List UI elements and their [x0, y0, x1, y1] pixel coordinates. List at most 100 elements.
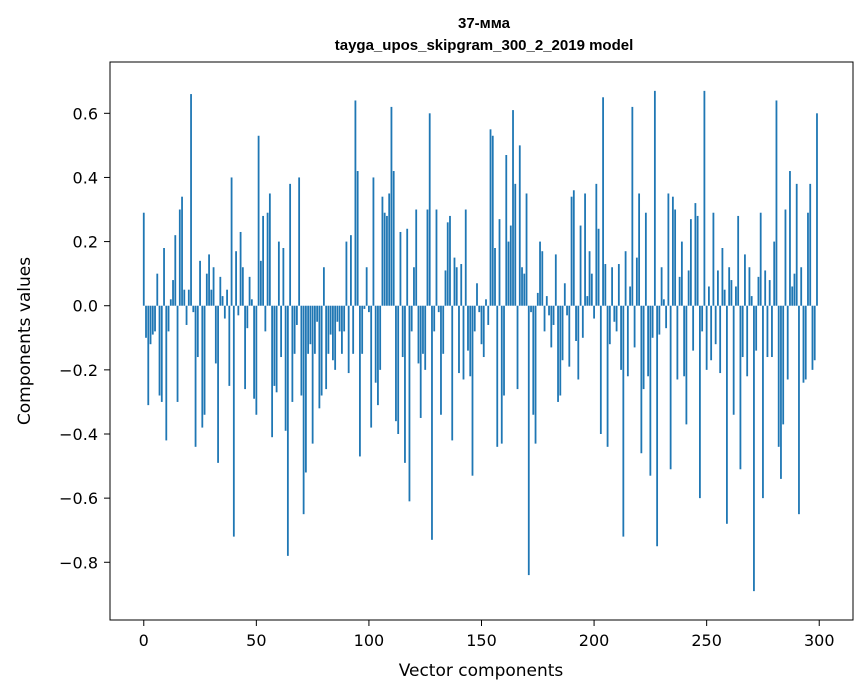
bar: [485, 299, 487, 306]
bar: [410, 305, 413, 332]
bar: [235, 251, 237, 306]
bar: [219, 276, 222, 306]
bar: [699, 305, 701, 499]
x-tick-label: 150: [466, 631, 497, 650]
bar: [435, 209, 438, 306]
bar: [363, 305, 366, 309]
bar: [507, 241, 510, 306]
bar: [789, 171, 791, 306]
bar: [653, 90, 656, 306]
bar: [262, 215, 264, 306]
bar: [217, 305, 219, 463]
bar: [374, 305, 377, 383]
bar: [313, 305, 316, 354]
bar: [647, 305, 650, 377]
bar: [163, 248, 165, 306]
bar: [462, 305, 465, 380]
bar: [426, 209, 429, 306]
bar: [275, 305, 278, 393]
bar: [172, 280, 174, 306]
y-tick-label: −0.2: [59, 361, 98, 380]
bar: [793, 273, 796, 306]
x-tick-label: 100: [354, 631, 385, 650]
bar: [442, 305, 445, 354]
bar: [710, 305, 713, 361]
x-tick-label: 300: [804, 631, 835, 650]
bar: [717, 270, 719, 306]
bar: [332, 305, 334, 361]
bar: [467, 305, 469, 351]
bar: [359, 305, 361, 457]
bar: [608, 305, 611, 345]
bar: [692, 305, 695, 351]
bar: [660, 267, 663, 306]
bar: [228, 305, 231, 386]
bar: [460, 264, 463, 306]
bar: [631, 106, 634, 306]
bar: [237, 305, 240, 316]
bar: [798, 305, 800, 515]
bar: [620, 305, 622, 370]
bar: [437, 305, 440, 313]
bar: [658, 305, 661, 335]
bar: [354, 100, 357, 306]
bar: [293, 305, 296, 354]
y-tick-label: −0.8: [59, 553, 98, 572]
bar: [543, 305, 546, 332]
bar: [408, 305, 411, 502]
bar: [586, 296, 589, 306]
bar: [352, 305, 355, 354]
bar: [298, 177, 301, 306]
y-tick-label: 0.4: [73, 168, 98, 187]
bar: [365, 267, 368, 306]
bar: [149, 305, 152, 345]
x-tick-label: 0: [139, 631, 149, 650]
bar: [322, 267, 325, 306]
bar: [377, 305, 379, 406]
bar: [169, 299, 172, 306]
bar: [721, 248, 724, 306]
bar: [816, 113, 818, 306]
bar: [223, 305, 226, 319]
bar: [311, 305, 314, 444]
bar: [680, 241, 683, 306]
bar: [266, 212, 269, 306]
bar: [302, 305, 305, 515]
bar: [286, 305, 289, 556]
bar: [575, 305, 577, 341]
bar: [604, 264, 607, 306]
bar: [599, 305, 602, 434]
y-tick-label: 0.0: [73, 297, 98, 316]
bar: [640, 305, 643, 454]
bar: [809, 183, 812, 306]
bar: [768, 280, 771, 306]
bar: [212, 267, 215, 306]
bar: [491, 135, 494, 306]
bar: [548, 305, 550, 316]
bar: [295, 305, 298, 325]
x-tick-label: 250: [691, 631, 722, 650]
bar: [557, 305, 559, 402]
bar: [667, 193, 670, 306]
chart-title: 37-мма: [458, 15, 511, 32]
bar: [156, 273, 159, 306]
bar: [210, 289, 213, 306]
bar: [726, 305, 728, 524]
bar: [633, 305, 636, 348]
bar: [509, 225, 512, 306]
bar: [786, 305, 789, 380]
bar: [532, 305, 535, 415]
bar: [192, 305, 195, 313]
bar: [622, 305, 625, 537]
bar: [597, 228, 600, 306]
bar: [813, 305, 816, 361]
bar: [685, 305, 688, 425]
bar: [518, 145, 521, 306]
bar: [550, 305, 553, 348]
bar: [277, 241, 280, 306]
bar: [588, 251, 591, 306]
bar: [419, 305, 422, 418]
bar: [737, 215, 740, 306]
bar: [642, 305, 645, 390]
bar: [656, 305, 659, 547]
